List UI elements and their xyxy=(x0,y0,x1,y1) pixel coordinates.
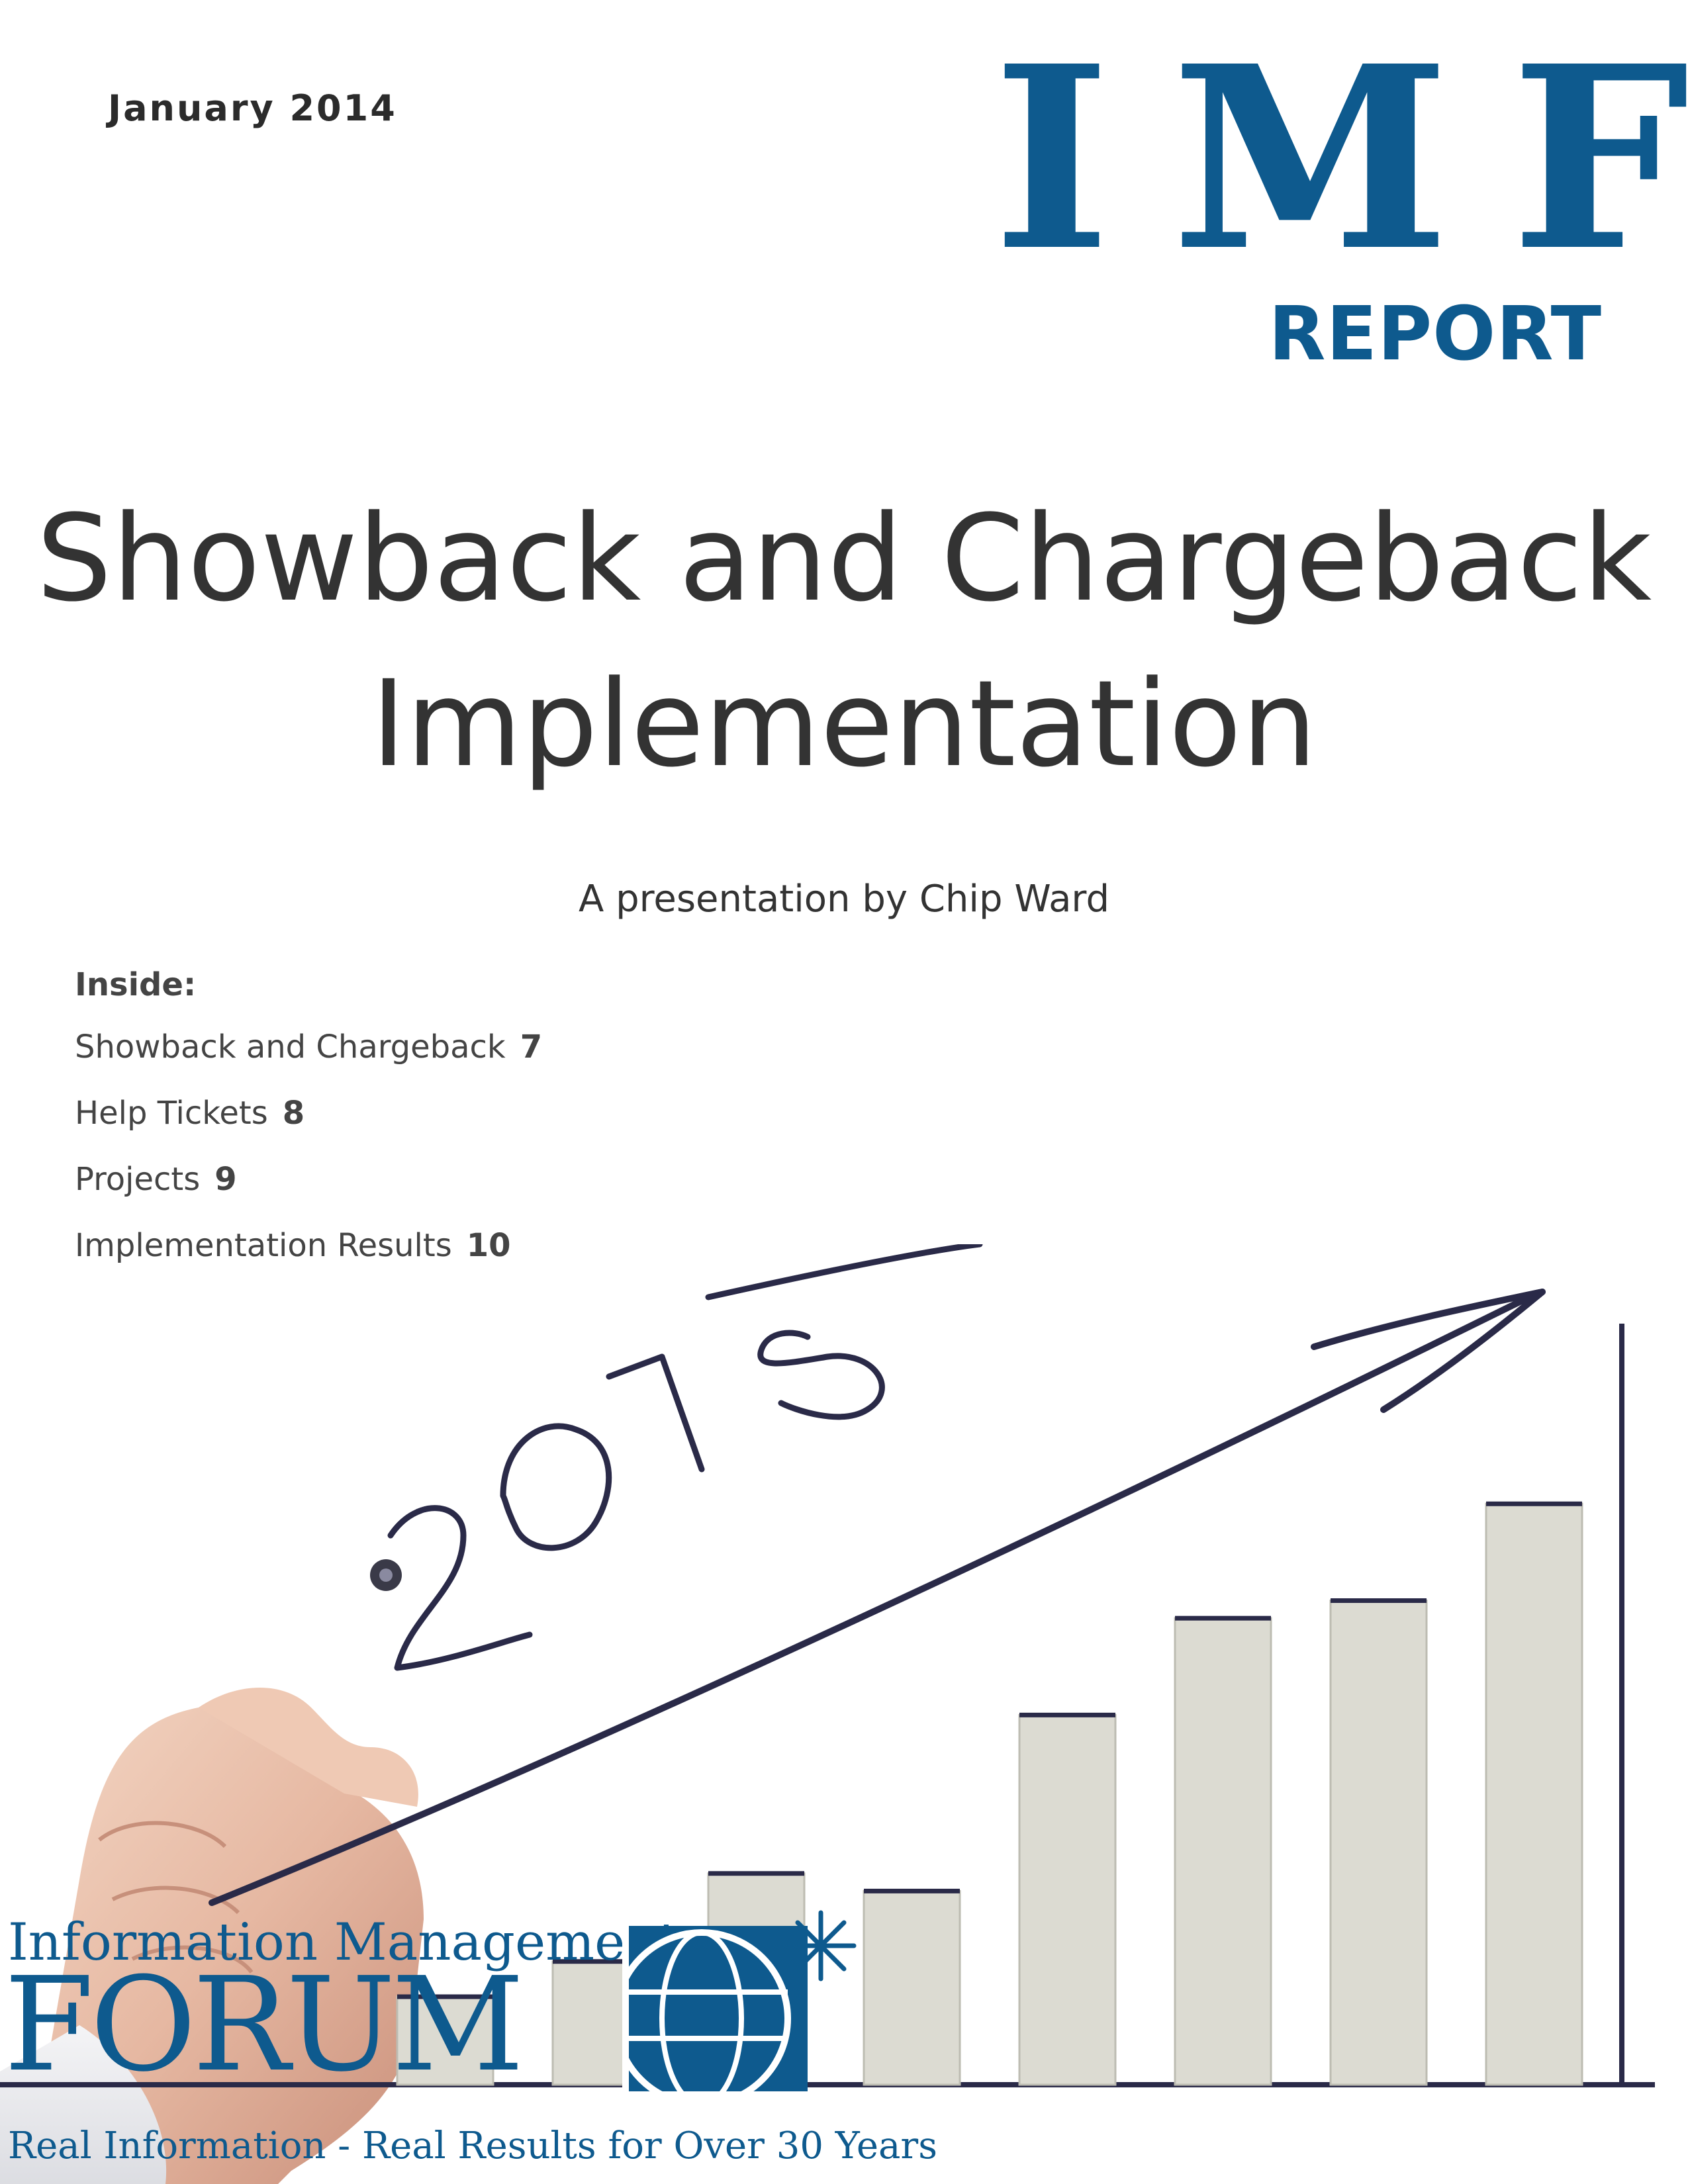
imf-report-masthead: IMF REPORT xyxy=(980,11,1688,378)
hand-illustration xyxy=(0,1559,424,2184)
globe-star-emblem xyxy=(622,1906,857,2098)
report-title-line1: Showback and Chargeback xyxy=(36,490,1652,628)
logo-tagline: Real Information - Real Results for Over… xyxy=(8,2124,937,2167)
chart-bar xyxy=(1485,1502,1583,2086)
logo-forum-word: FORUM xyxy=(4,1950,524,2101)
report-date: January 2014 xyxy=(108,87,397,129)
contents-item: Showback and Chargeback 7 xyxy=(75,1027,542,1093)
contents-item-page: 7 xyxy=(520,1028,543,1066)
chart-bar xyxy=(1174,1617,1272,2086)
contents-item-page: 8 xyxy=(282,1095,305,1132)
chart-bar xyxy=(863,1889,961,2086)
chart-bar xyxy=(1329,1600,1428,2086)
imf-logo-letters: IMF xyxy=(993,11,1688,306)
star-icon xyxy=(785,1910,857,1981)
presenter-line: A presentation by Chip Ward xyxy=(578,878,1110,921)
handwritten-year xyxy=(387,1244,983,1671)
contents-item-label: Projects xyxy=(75,1161,201,1198)
contents-item: Implementation Results 10 xyxy=(75,1226,542,1292)
contents-item: Projects 9 xyxy=(75,1160,542,1226)
logo-line1: Information Management xyxy=(8,1913,679,1972)
growth-arrow xyxy=(209,1289,1546,1906)
inside-heading: Inside: xyxy=(75,966,197,1003)
chart-bar xyxy=(1018,1713,1117,2086)
imf-forum-logo: Information Management FORUM Real Inform… xyxy=(0,1906,937,2184)
contents-item-label: Showback and Chargeback xyxy=(75,1028,506,1066)
contents-item: Help Tickets 8 xyxy=(75,1093,542,1160)
contents-item-label: Help Tickets xyxy=(75,1095,268,1132)
imf-report-label: REPORT xyxy=(1268,291,1602,377)
report-title: Showback and Chargeback Implementation xyxy=(0,477,1688,807)
contents-item-page: 10 xyxy=(466,1227,511,1264)
inside-contents: Inside: Showback and Chargeback 7 Help Ti… xyxy=(75,966,542,1292)
report-title-line2: Implementation xyxy=(371,655,1317,794)
contents-item-label: Implementation Results xyxy=(75,1227,452,1264)
contents-item-page: 9 xyxy=(214,1161,237,1198)
